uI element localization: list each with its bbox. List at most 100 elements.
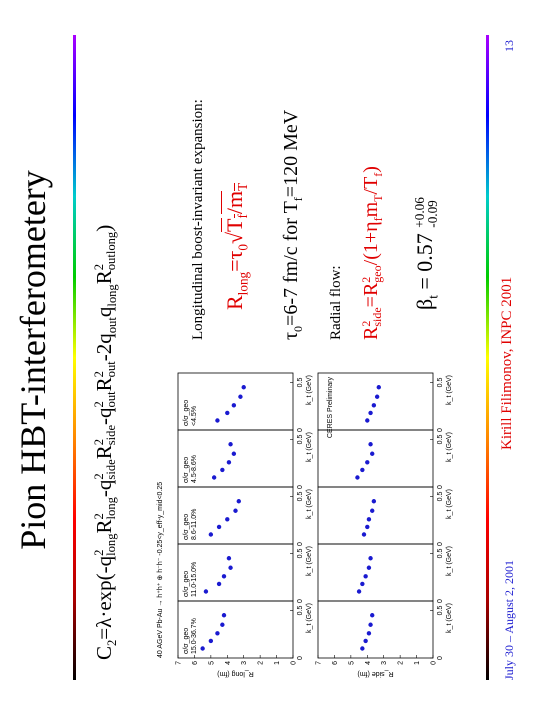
x-axis-label: k_t (GeV) <box>446 375 453 405</box>
page-number: 13 <box>502 40 516 52</box>
x-tick-label: 0 <box>437 428 444 432</box>
formula-text: ) <box>92 224 116 232</box>
formula-text: q <box>92 306 116 318</box>
data-point <box>370 613 375 618</box>
x-axis-label: k_t (GeV) <box>306 603 313 633</box>
panel-frame <box>317 543 434 602</box>
formula-text: =τ <box>222 250 247 272</box>
formula-text: R <box>92 445 116 460</box>
data-point <box>365 418 370 423</box>
formula: R 2 side =R 2 geo/(1+ηfmT/Tf) <box>359 166 386 340</box>
heading: Radial flow: <box>328 265 344 340</box>
formula-sub: out <box>104 361 119 378</box>
data-point <box>208 532 214 537</box>
x-tick-label: 0.5 <box>437 549 444 559</box>
formula-sub: long <box>104 497 119 520</box>
x-tick-label: 0.5 <box>297 435 304 445</box>
x-tick-label: 0.5 <box>437 492 444 502</box>
formula-sub: side <box>104 424 119 446</box>
x-tick-label: 0 <box>297 485 304 489</box>
formula-supsub: +0.06 -0.09 <box>412 197 440 228</box>
data-point <box>356 589 362 594</box>
formula-text: /T <box>360 176 382 195</box>
panel-frame <box>317 429 434 488</box>
formula-text: √ <box>222 231 247 245</box>
data-point <box>361 532 367 537</box>
formula-text: =6-7 fm/c for T <box>280 201 302 326</box>
x-tick-label: 0 <box>297 428 304 432</box>
data-point <box>360 581 365 587</box>
data-point <box>376 385 381 390</box>
formula-supsub: 2 side <box>92 424 119 446</box>
data-point <box>366 565 372 570</box>
formula-text: = 0.57 <box>412 227 437 296</box>
panel-label-title: σ/σ_geo <box>183 400 190 426</box>
x-axis-label: k_t (GeV) <box>306 546 313 576</box>
formula: βt = 0.57 +0.06 -0.09 <box>412 197 441 310</box>
rainbow-rule <box>73 35 76 680</box>
formula: Rlong=τ0√Tf/mT <box>221 182 251 310</box>
formula-text: R <box>92 519 116 534</box>
y-tick-label: 5 <box>208 661 215 665</box>
formula-sub: 2 <box>105 639 120 646</box>
data-point <box>215 631 220 636</box>
y-tick-label: 3 <box>381 661 388 665</box>
formula-sub: 0 <box>291 325 305 332</box>
y-tick-label: 6 <box>332 661 339 665</box>
panel-label: 15.0-36.7% <box>191 618 198 654</box>
data-point <box>368 622 373 627</box>
formula-text: =λ·exp(-q <box>92 555 116 640</box>
x-tick-label: 0 <box>297 656 304 660</box>
y-axis-label: R_side (fm) <box>357 670 393 677</box>
formula-text: τ <box>280 331 302 340</box>
x-axis-label: k_t (GeV) <box>446 546 453 576</box>
formula-sub: 0 <box>235 244 251 251</box>
formula-sub: t <box>425 295 441 299</box>
slide-title: Pion HBT-interferometery <box>13 170 53 550</box>
formula-sub: geo <box>370 265 385 283</box>
formula-supsub: 2 long <box>92 533 118 555</box>
formula-text: m <box>360 201 382 218</box>
data-point <box>360 467 365 473</box>
data-point <box>368 442 373 447</box>
panel-label: 4.5-8.6% <box>191 455 198 483</box>
data-point <box>220 622 225 627</box>
formula-text: T <box>221 218 247 232</box>
formula-supsub: 2 side <box>359 307 384 326</box>
panel-label-title: σ/σ_geo <box>183 457 190 483</box>
x-axis-label: k_t (GeV) <box>446 432 453 462</box>
data-point <box>366 631 372 636</box>
data-point <box>220 467 225 473</box>
data-point <box>225 410 230 416</box>
data-point <box>241 385 246 390</box>
y-tick-label: 1 <box>414 661 421 665</box>
x-axis-label: k_t (GeV) <box>446 603 453 633</box>
data-point <box>216 524 222 530</box>
data-point <box>365 460 370 465</box>
chart: 40 AGeV Pb-Au → h⁺h⁺ ⊕ h⁻h⁻ -0.25<y_eff-… <box>157 372 453 677</box>
panel-label-title: σ/σ_geo <box>183 514 190 540</box>
footer-date: July 30 – August 2, 2001 <box>502 559 516 680</box>
y-tick-label: 6 <box>192 661 199 665</box>
formula-supsub: 2 out <box>92 361 119 378</box>
data-point <box>363 638 368 644</box>
formula-sub: f <box>371 217 385 222</box>
rainbow-rule <box>486 35 489 680</box>
formula-text: -q <box>92 479 116 498</box>
data-point <box>363 574 368 579</box>
formula-supsub: 2 long <box>92 497 119 520</box>
annotation: CERES Preliminary <box>327 377 334 439</box>
formula-supsub: 2 geo <box>359 265 385 283</box>
panel-frame <box>177 372 294 431</box>
formula-supsub: 2 side <box>92 459 118 479</box>
data-point <box>370 508 375 513</box>
x-axis-label: k_t (GeV) <box>306 489 313 519</box>
data-point <box>238 394 243 399</box>
y-tick-label: 3 <box>241 661 248 665</box>
data-point <box>225 517 230 522</box>
formula-supsub: 2 outlong <box>92 232 118 270</box>
formula-sub: f <box>234 214 251 219</box>
data-point <box>231 403 237 408</box>
formula-sub: f <box>291 197 305 202</box>
